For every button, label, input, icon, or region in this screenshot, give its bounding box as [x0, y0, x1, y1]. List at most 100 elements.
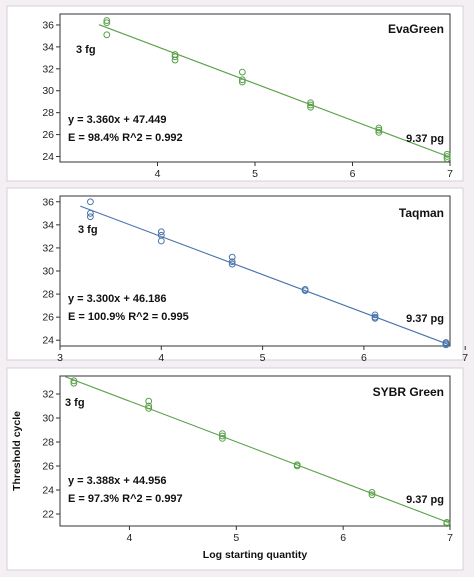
chart-panel-1: 24 26 28 30 32 34 36 4 5 6 7 EvaGreen y = 3.360x + 4… — [6, 5, 464, 182]
x-tick-label: 5 — [233, 532, 239, 544]
x-tick-label: 7 — [447, 532, 453, 544]
data-point — [70, 377, 78, 385]
high-quantity-label: 9.37 pg — [406, 313, 444, 325]
data-point — [238, 78, 246, 86]
efficiency-r2: E = 100.9% R^2 = 0.995 — [68, 311, 189, 323]
data-point — [301, 287, 309, 295]
data-point — [228, 260, 236, 268]
x-tick-label: 7 — [462, 352, 468, 364]
y-tick-label: 24 — [42, 485, 54, 497]
x-tick-label: 6 — [340, 532, 346, 544]
data-point — [145, 405, 153, 412]
x-tick-label: 5 — [252, 168, 258, 180]
fit-line — [65, 376, 451, 524]
data-point — [443, 155, 451, 163]
data-point — [86, 198, 94, 206]
high-quantity-label: 9.37 pg — [406, 494, 444, 506]
regression-equation: y = 3.388x + 44.956 — [68, 475, 166, 487]
data-point — [293, 462, 301, 470]
y-axis-label: Threshold cycle — [11, 411, 23, 491]
x-tick-label: 4 — [155, 168, 161, 180]
low-quantity-label: 3 fg — [76, 44, 96, 56]
data-point — [219, 430, 226, 438]
data-point — [368, 489, 376, 496]
high-quantity-label: 9.37 pg — [406, 133, 444, 145]
data-point — [103, 31, 111, 39]
panel-frame — [6, 5, 464, 182]
data-point — [157, 237, 165, 245]
data-point — [371, 311, 379, 319]
data-point — [70, 379, 78, 387]
efficiency-r2: E = 97.3% R^2 = 0.997 — [68, 493, 183, 505]
y-tick-label: 30 — [42, 266, 54, 278]
y-tick-label: 36 — [42, 196, 54, 208]
y-tick-label: 22 — [42, 509, 54, 521]
x-axis-label: Log starting quantity — [203, 549, 308, 561]
y-tick-label: 32 — [42, 63, 54, 75]
data-point — [219, 435, 226, 442]
data-point — [443, 520, 451, 527]
y-tick-label: 28 — [42, 107, 54, 119]
data-point — [171, 56, 179, 64]
data-point — [228, 253, 236, 261]
y-tick-label: 34 — [42, 219, 54, 231]
y-tick-label: 28 — [42, 289, 54, 301]
data-point — [86, 213, 94, 221]
panel-frame — [6, 187, 464, 361]
data-point — [228, 258, 236, 266]
y-tick-label: 30 — [42, 85, 54, 97]
y-tick-label: 28 — [42, 437, 54, 449]
efficiency-r2: E = 98.4% R^2 = 0.992 — [68, 132, 183, 144]
data-point — [103, 17, 111, 24]
regression-equation: y = 3.360x + 47.449 — [68, 114, 166, 126]
data-point — [238, 76, 246, 84]
y-tick-label: 32 — [42, 242, 54, 254]
chart-title: Taqman — [399, 206, 444, 220]
data-point — [86, 209, 94, 217]
x-tick-label: 4 — [158, 352, 164, 364]
chart-panel-3: 22 24 26 28 30 32 4 5 6 7 SYBR Green y = 3.388x + 4… — [6, 367, 464, 571]
y-tick-label: 36 — [42, 19, 54, 31]
fit-line — [80, 205, 449, 345]
data-point — [171, 53, 179, 61]
y-tick-label: 30 — [42, 413, 54, 425]
x-tick-label: 3 — [57, 352, 63, 364]
y-tick-label: 26 — [42, 461, 54, 473]
data-point — [238, 68, 246, 76]
x-tick-label: 6 — [350, 168, 356, 180]
low-quantity-label: 3 fg — [78, 224, 98, 236]
y-tick-label: 24 — [42, 151, 54, 163]
y-tick-label: 26 — [42, 129, 54, 141]
data-point — [157, 228, 165, 236]
panel-frame — [6, 367, 464, 571]
x-tick-label: 6 — [361, 352, 367, 364]
data-point — [103, 19, 111, 27]
y-tick-label: 32 — [42, 389, 54, 401]
data-point — [375, 129, 383, 136]
chart-title: EvaGreen — [388, 22, 444, 36]
y-tick-label: 26 — [42, 312, 54, 324]
data-point — [307, 99, 314, 107]
x-tick-label: 5 — [260, 352, 266, 364]
data-point — [368, 491, 376, 499]
plot-area — [59, 375, 451, 527]
data-point — [371, 314, 379, 322]
data-point — [442, 341, 450, 349]
regression-equation: y = 3.300x + 46.186 — [68, 293, 166, 305]
data-point — [443, 150, 451, 158]
data-point — [219, 432, 226, 440]
fit-line — [98, 24, 451, 158]
data-point — [443, 153, 451, 160]
data-point — [145, 402, 153, 410]
chart-title: SYBR Green — [373, 385, 444, 399]
data-point — [307, 101, 314, 109]
y-tick-label: 24 — [42, 335, 54, 347]
x-tick-label: 7 — [447, 168, 453, 180]
x-tick-label: 4 — [127, 532, 133, 544]
data-point — [307, 103, 314, 111]
data-point — [375, 124, 383, 132]
data-point — [375, 126, 383, 134]
y-tick-label: 34 — [42, 41, 54, 53]
